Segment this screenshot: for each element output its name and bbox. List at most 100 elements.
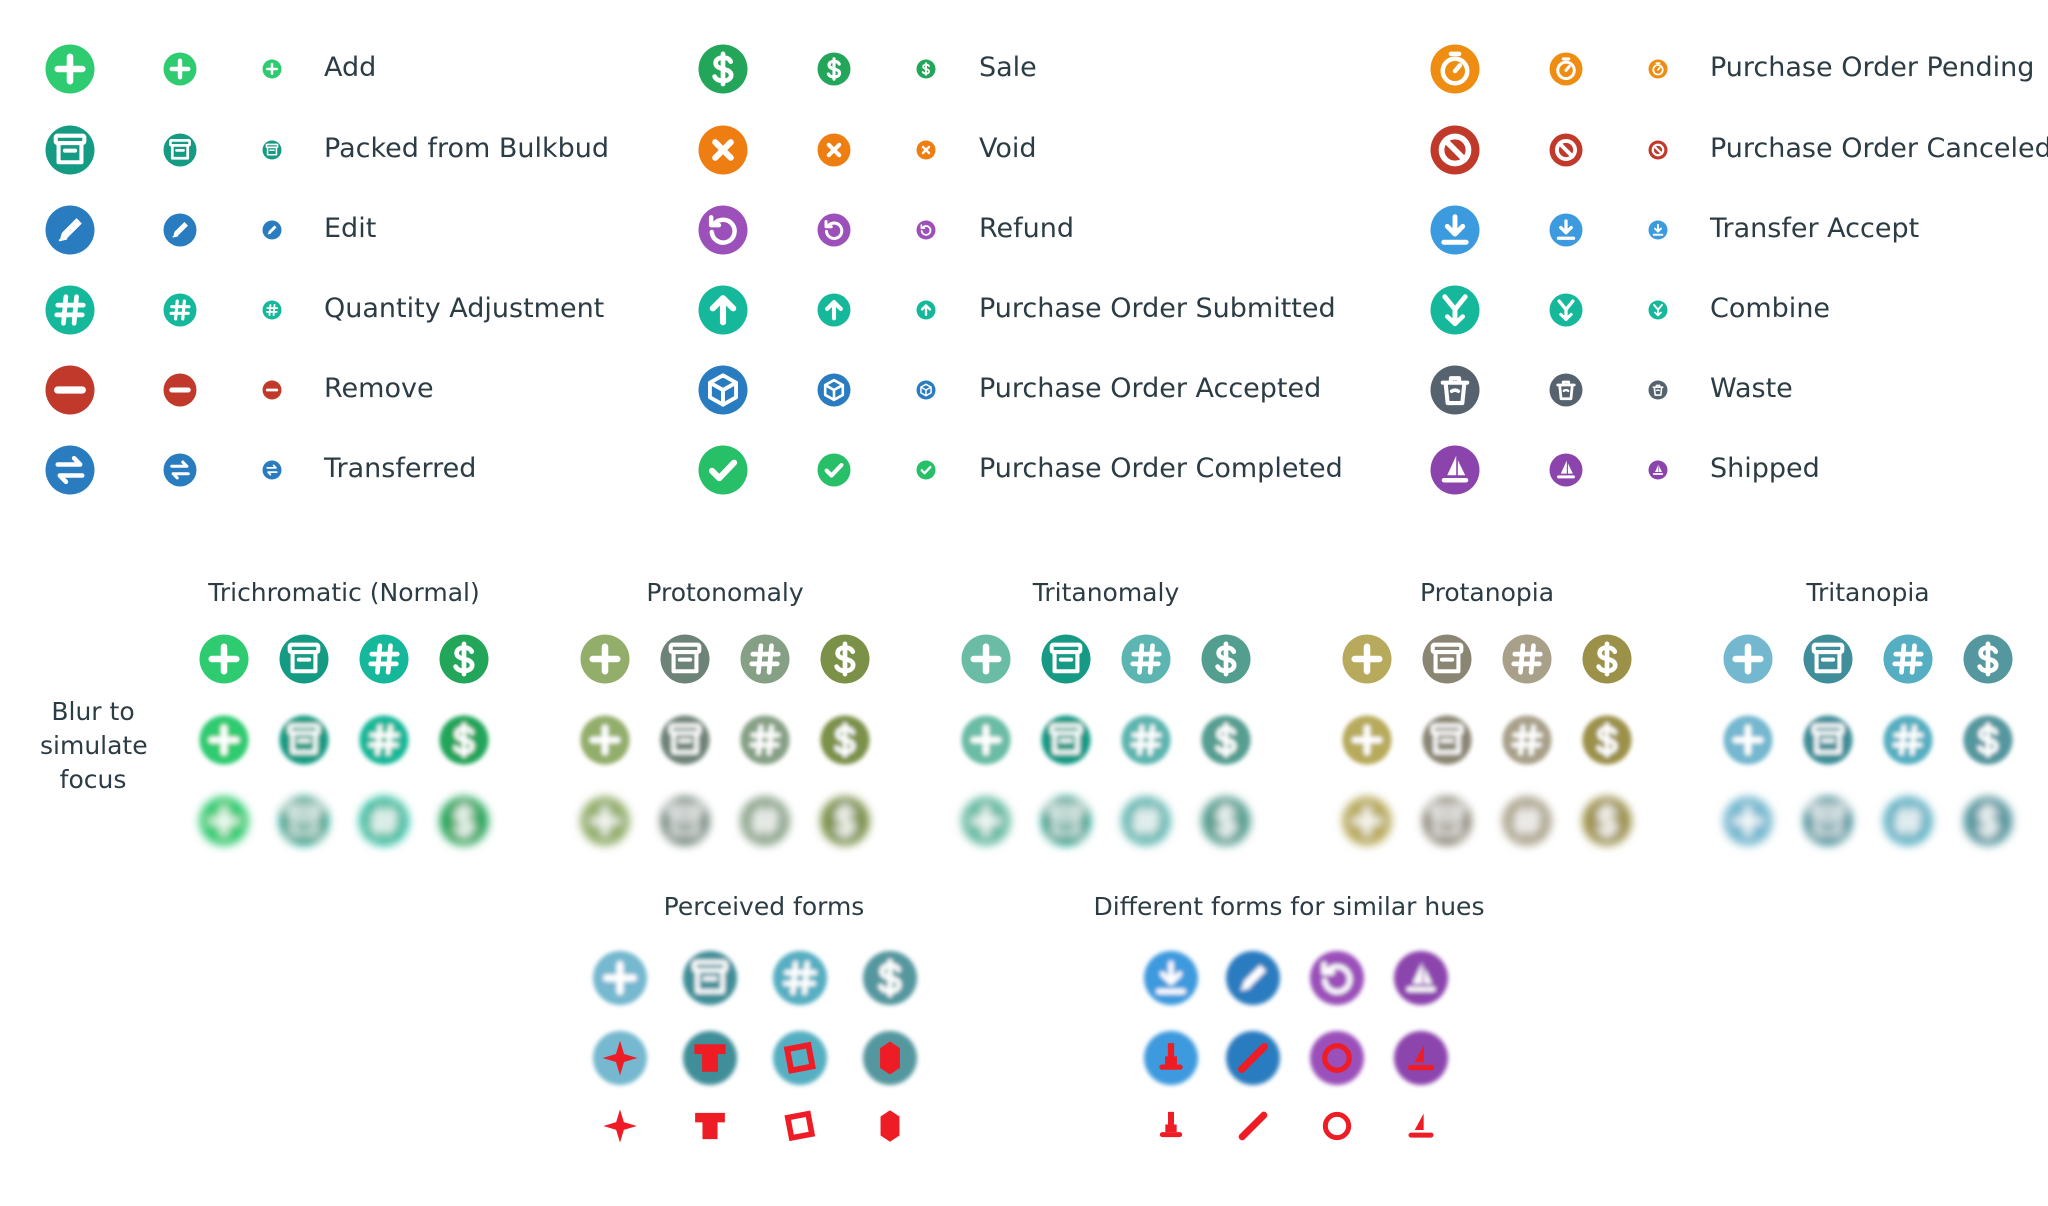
plus-icon <box>1342 634 1392 684</box>
plus-icon <box>262 59 282 79</box>
plus-icon <box>163 52 197 86</box>
sail-shape <box>1407 1044 1435 1071</box>
ring-shape <box>1322 1043 1352 1073</box>
hash-icon <box>1883 796 1933 846</box>
perceived-forms-title: Perceived forms <box>663 892 865 921</box>
pencil-icon <box>1226 951 1280 1005</box>
check-icon <box>916 460 936 480</box>
pencil-icon <box>45 205 95 255</box>
square-shape <box>784 1110 816 1142</box>
refund-icon <box>1310 1031 1364 1085</box>
dollar-icon <box>1582 796 1632 846</box>
legend-label: Transferred <box>324 453 477 484</box>
arrow-up-icon <box>817 293 851 327</box>
combine-icon <box>1430 285 1480 335</box>
simulation-title: Trichromatic (Normal) <box>208 578 480 607</box>
combine-icon <box>1549 293 1583 327</box>
archive-icon <box>660 634 710 684</box>
legend-label: Purchase Order Accepted <box>979 373 1322 404</box>
plus-icon <box>199 796 249 846</box>
minus-icon <box>163 373 197 407</box>
refund-icon <box>817 213 851 247</box>
sail-shape <box>1408 1113 1434 1138</box>
legend-label: Purchase Order Canceled <box>1710 133 2048 164</box>
plus-icon <box>961 715 1011 765</box>
legend-label: Sale <box>979 52 1037 83</box>
stamp-shape <box>1159 1111 1183 1138</box>
minus-icon <box>45 365 95 415</box>
legend-label: Shipped <box>1710 453 1820 484</box>
plus-icon <box>199 715 249 765</box>
simulation-title: Tritanopia <box>1806 578 1930 607</box>
box-icon <box>817 373 851 407</box>
hash-icon <box>45 285 95 335</box>
sailboat-icon <box>1549 453 1583 487</box>
hash-icon <box>262 300 282 320</box>
dollar-icon <box>1201 796 1251 846</box>
box-icon <box>916 380 936 400</box>
archive-icon <box>1803 634 1853 684</box>
refund-icon <box>916 220 936 240</box>
legend-label: Transfer Accept <box>1710 213 1920 244</box>
plus-icon <box>199 634 249 684</box>
hash-icon <box>773 951 827 1005</box>
legend-label: Remove <box>324 373 434 404</box>
plus-icon <box>961 796 1011 846</box>
stamp-shape <box>1159 1043 1183 1070</box>
hash-icon <box>163 293 197 327</box>
dollar-icon <box>817 52 851 86</box>
dollar-icon <box>439 715 489 765</box>
plus-icon <box>1342 715 1392 765</box>
archive-icon <box>163 133 197 167</box>
transfer-arrows-icon <box>163 453 197 487</box>
dollar-icon <box>1963 634 2013 684</box>
refund-icon <box>698 205 748 255</box>
hash-icon <box>1502 634 1552 684</box>
dollar-icon <box>863 951 917 1005</box>
archive-icon <box>45 125 95 175</box>
archive-icon <box>1422 634 1472 684</box>
trash-icon <box>1430 365 1480 415</box>
simulation-title: Tritanomaly <box>1032 578 1180 607</box>
timer-icon <box>1430 44 1480 94</box>
hash-icon <box>1121 715 1171 765</box>
refund-icon <box>1310 951 1364 1005</box>
archive-icon <box>1041 634 1091 684</box>
hash-icon <box>1121 796 1171 846</box>
dollar-icon <box>1963 715 2013 765</box>
tshirt-shape <box>695 1112 725 1140</box>
trash-icon <box>1549 373 1583 407</box>
ban-icon <box>1648 140 1668 160</box>
timer-icon <box>1549 52 1583 86</box>
pencil-icon <box>163 213 197 247</box>
hash-icon <box>1883 715 1933 765</box>
archive-icon <box>1803 796 1853 846</box>
transfer-arrows-icon <box>262 460 282 480</box>
dollar-icon <box>820 796 870 846</box>
plus-icon <box>593 951 647 1005</box>
legend-label: Purchase Order Submitted <box>979 293 1336 324</box>
dollar-icon <box>820 634 870 684</box>
check-icon <box>817 453 851 487</box>
check-icon <box>698 445 748 495</box>
dollar-icon <box>1963 796 2013 846</box>
plus-icon <box>1723 715 1773 765</box>
dollar-icon <box>698 44 748 94</box>
dollar-icon <box>820 715 870 765</box>
hash-icon <box>1502 796 1552 846</box>
plus-icon <box>1723 796 1773 846</box>
archive-icon <box>279 634 329 684</box>
transfer-arrows-icon <box>45 445 95 495</box>
plus-icon <box>1342 796 1392 846</box>
hash-icon <box>1502 715 1552 765</box>
legend-label: Refund <box>979 213 1075 244</box>
archive-icon <box>262 140 282 160</box>
dollar-icon <box>439 796 489 846</box>
hash-icon <box>1883 634 1933 684</box>
trash-icon <box>1648 380 1668 400</box>
x-icon <box>916 140 936 160</box>
combine-icon <box>1648 300 1668 320</box>
archive-icon <box>660 796 710 846</box>
hash-icon <box>1121 634 1171 684</box>
